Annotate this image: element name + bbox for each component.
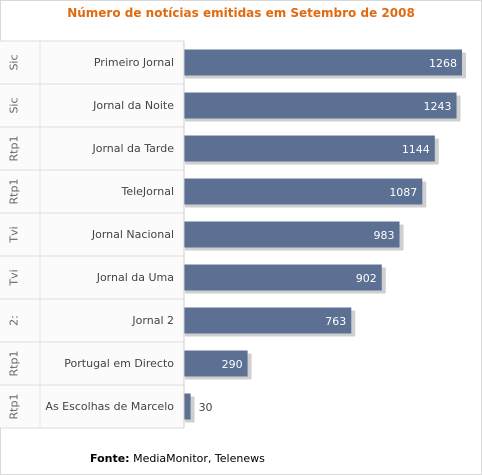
bar [184, 49, 462, 76]
category-label: As Escolhas de Marcelo [45, 400, 174, 413]
category-label: Jornal 2 [131, 314, 174, 327]
source-label: Fonte: [90, 452, 130, 465]
bar [184, 350, 248, 377]
category-label: Jornal da Tarde [91, 142, 174, 155]
bar [184, 221, 400, 248]
group-label: Sic [8, 54, 21, 70]
group-label: Sic [8, 97, 21, 113]
group-label: Rtp1 [8, 136, 21, 162]
value-label: 1268 [429, 57, 457, 70]
group-label: Tvi [8, 226, 21, 243]
group-label: Tvi [8, 269, 21, 286]
group-label: 2: [8, 315, 21, 326]
value-label: 290 [222, 358, 243, 371]
source-text: MediaMonitor, Telenews [133, 452, 265, 465]
value-label: 983 [374, 229, 395, 242]
group-label: Rtp1 [8, 394, 21, 420]
group-label: Rtp1 [8, 179, 21, 205]
value-label: 1144 [402, 143, 430, 156]
value-label: 30 [199, 401, 213, 414]
category-label: Primeiro Jornal [94, 56, 174, 69]
bar [184, 393, 191, 420]
category-panel [0, 41, 184, 428]
category-label: Jornal da Uma [96, 271, 174, 284]
source-note: Fonte: MediaMonitor, Telenews [90, 452, 265, 465]
chart-title: Número de notícias emitidas em Setembro … [67, 6, 415, 20]
category-label: Jornal Nacional [91, 228, 174, 241]
bar [184, 92, 457, 119]
category-label: Portugal em Directo [64, 357, 174, 370]
value-label: 1087 [389, 186, 417, 199]
group-label: Rtp1 [8, 351, 21, 377]
value-label: 902 [356, 272, 377, 285]
value-label: 1243 [424, 100, 452, 113]
bar [184, 264, 382, 291]
bar [184, 135, 435, 162]
value-label: 763 [325, 315, 346, 328]
bar [184, 178, 423, 205]
category-label: TeleJornal [120, 185, 174, 198]
bar [184, 307, 352, 334]
category-label: Jornal da Noite [92, 99, 174, 112]
